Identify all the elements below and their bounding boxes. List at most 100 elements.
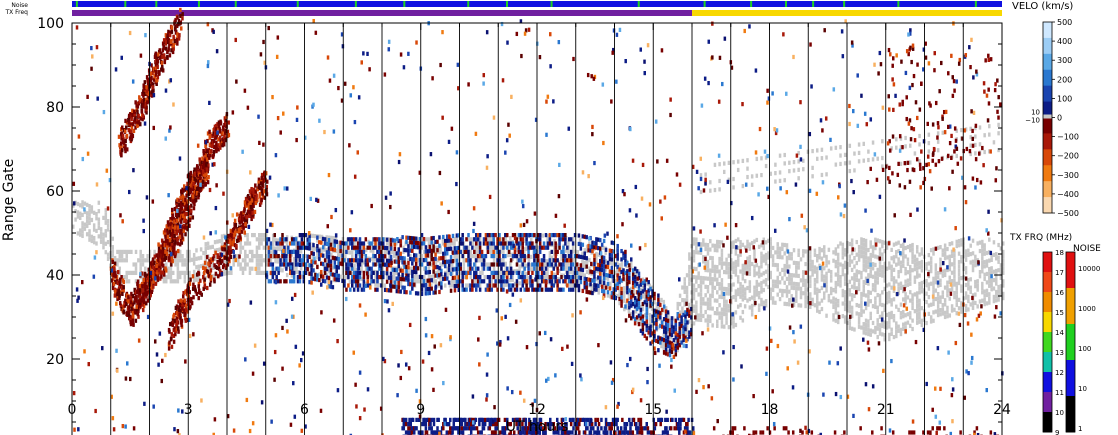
echo-cell [531,262,534,267]
ground-scatter-cell [704,172,707,177]
ground-scatter-cell [969,243,972,248]
echo-cell [442,234,445,240]
ground-scatter-cell [932,285,935,290]
echo-cell [581,242,585,247]
echo-cell [358,262,362,267]
ground-scatter-cell [897,286,900,291]
echo-cell [480,262,484,267]
echo-cell [376,249,379,254]
ground-scatter-cell [909,298,912,303]
ground-scatter-cell [1002,266,1005,271]
ground-scatter-cell [764,163,768,169]
ground-scatter-cell [974,263,977,268]
echo-cell [385,288,389,293]
ground-scatter-cell [781,267,784,273]
echo-cell [153,254,157,259]
echo-cell [323,258,327,263]
ground-scatter-cell [764,257,768,262]
echo-cell [289,279,292,284]
echo-cell [453,250,457,255]
echo-cell [529,233,532,238]
ground-scatter-cell [409,279,412,284]
echo-cell [633,321,637,326]
ground-scatter-cell [188,254,191,259]
echo-cell [411,248,414,253]
echo-cell [620,290,623,296]
echo-cell [409,240,412,245]
ground-scatter-cell [788,160,791,165]
echo-cell [351,258,354,263]
echo-cell [569,287,573,292]
ground-scatter-cell [860,291,863,297]
ground-scatter-cell [871,262,875,267]
ground-scatter-cell [783,161,786,166]
echo-cell [329,272,333,277]
echo-cell [180,201,183,206]
echo-cell [513,245,517,250]
ground-scatter-cell [220,238,224,243]
ground-scatter-cell [192,269,196,274]
echo-cell [432,261,435,266]
ground-scatter-cell [258,270,261,275]
ground-scatter-cell [788,169,791,174]
ground-scatter-cell [743,304,747,309]
echo-cell [664,313,668,318]
ground-scatter-cell [890,331,893,336]
ground-scatter-cell [760,243,763,248]
ground-scatter-cell [567,248,570,254]
echo-cell [170,207,174,212]
echo-cell [383,245,387,251]
ground-scatter-cell [748,267,752,272]
ground-scatter-cell [899,331,903,337]
echo-cell [478,241,482,246]
ground-scatter-cell [339,274,342,279]
ground-scatter-cell [941,269,945,274]
echo-cell [585,289,588,294]
ground-scatter-cell [427,266,431,271]
echo-cell [118,301,122,306]
ground-scatter-cell [792,168,796,173]
echo-cell [633,304,637,309]
ground-scatter-cell [790,273,793,278]
ground-scatter-cell [941,311,945,316]
echo-cell [525,233,528,238]
ground-scatter-cell [223,267,226,272]
echo-cell [335,277,338,282]
ground-scatter-cell [683,302,686,307]
ground-scatter-cell [867,157,870,163]
ground-scatter-cell [232,262,235,267]
ground-scatter-cell [244,266,247,271]
ground-scatter-cell [871,304,875,309]
echo-cell [631,272,635,277]
ground-scatter-cell [862,292,865,297]
ground-scatter-cell [111,245,115,250]
echo-cell [335,264,338,270]
ground-scatter-cell [783,301,786,306]
txfreq-strip-segment [72,10,692,16]
echo-cell [523,279,526,284]
ground-scatter-cell [927,286,931,291]
ground-scatter-cell [802,282,805,287]
echo-cell [651,331,654,336]
ground-scatter-cell [546,259,549,264]
ground-scatter-cell [504,265,507,271]
echo-cell [484,254,488,259]
ground-scatter-cell [850,267,854,273]
echo-cell [459,249,462,254]
ground-scatter-cell [262,258,266,263]
echo-cell [302,262,306,267]
echo-cell [372,279,375,284]
echo-cell [610,253,614,258]
ground-scatter-cell [953,257,956,262]
ground-scatter-cell [392,275,396,280]
echo-cell [651,289,654,294]
echo-cell [385,279,389,284]
echo-cell [308,246,311,251]
ground-scatter-cell [662,308,666,313]
ground-scatter-cell [597,277,600,283]
echo-cell [509,266,513,271]
echo-cell [678,343,681,348]
echo-cell [467,270,470,275]
ground-scatter-cell [718,187,721,192]
echo-cell [136,306,140,311]
